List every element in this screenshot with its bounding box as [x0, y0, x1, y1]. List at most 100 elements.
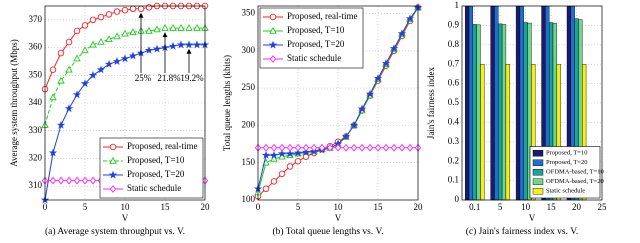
- marker: [49, 93, 57, 101]
- y-tick-label: 350: [29, 69, 43, 79]
- marker: [397, 29, 407, 38]
- marker: [270, 143, 278, 152]
- legend-label: OFDMA-based, T=10: [546, 169, 604, 176]
- marker: [137, 5, 145, 13]
- marker: [104, 59, 114, 68]
- marker: [89, 16, 97, 24]
- y-tick-label: 0.7: [448, 58, 460, 68]
- marker: [277, 149, 287, 158]
- y-tick-label: 310: [29, 180, 43, 190]
- legend-box: [259, 7, 364, 69]
- marker: [56, 120, 66, 129]
- y-tick-label: 0.2: [448, 155, 459, 165]
- y-tick-label: 0.6: [448, 78, 460, 88]
- marker: [326, 143, 334, 152]
- marker: [89, 40, 97, 48]
- marker: [145, 26, 153, 34]
- x-axis-label: V: [335, 213, 342, 223]
- marker: [294, 143, 302, 152]
- marker: [262, 185, 270, 193]
- marker: [382, 143, 390, 152]
- marker: [185, 24, 193, 31]
- x-tick-label: 5: [83, 202, 88, 212]
- marker: [81, 46, 89, 54]
- marker: [88, 70, 98, 79]
- marker: [121, 6, 129, 14]
- marker: [381, 59, 391, 67]
- bar: [480, 63, 485, 201]
- legend-label: Proposed, T=10: [127, 155, 185, 165]
- arrow-head: [162, 32, 168, 38]
- marker: [57, 49, 65, 57]
- marker: [89, 176, 97, 185]
- plot-frame: [461, 5, 603, 201]
- bar: [468, 6, 474, 201]
- x-tick-label: 0: [256, 202, 261, 212]
- bar: [472, 24, 477, 201]
- y-tick-label: 340: [29, 97, 43, 107]
- legend-marker: [268, 40, 278, 49]
- legend-label: Static schedule: [546, 188, 585, 195]
- x-tick-label: 0: [43, 202, 48, 212]
- legend-marker: [269, 55, 277, 63]
- marker: [302, 143, 310, 152]
- annotation: 25%: [135, 73, 152, 83]
- bar: [494, 6, 499, 201]
- marker: [57, 176, 65, 185]
- marker: [349, 121, 359, 129]
- marker: [357, 104, 367, 113]
- legend-marker: [108, 170, 118, 179]
- marker: [153, 25, 161, 33]
- marker: [341, 132, 351, 141]
- marker: [398, 143, 406, 152]
- marker: [73, 176, 81, 185]
- marker: [64, 104, 74, 113]
- legend-marker: [109, 185, 117, 193]
- marker: [81, 176, 89, 185]
- legend-label: Static schedule: [127, 183, 181, 193]
- legend-swatch: [532, 188, 544, 195]
- marker: [144, 45, 154, 54]
- marker: [193, 24, 201, 31]
- x-tick-label: 20: [414, 202, 424, 212]
- marker: [112, 57, 122, 65]
- legend-label: Static schedule: [287, 53, 341, 63]
- legend-label: OFDMA-based, T=20: [546, 178, 604, 185]
- marker: [366, 143, 374, 152]
- marker: [373, 74, 383, 82]
- marker: [65, 65, 73, 73]
- x-tick-label: 15: [547, 202, 557, 212]
- arrow-head: [186, 48, 192, 54]
- y-tick-label: 1: [455, 0, 460, 10]
- marker: [270, 154, 278, 162]
- marker: [152, 44, 162, 53]
- marker: [358, 143, 366, 152]
- annotation: 21.8%: [157, 73, 181, 83]
- y-tick-label: 0.3: [448, 136, 460, 146]
- caption: (b) Total queue lengths vs. V.: [273, 226, 384, 237]
- bar: [515, 5, 521, 201]
- x-tick-label: 10: [334, 202, 344, 212]
- marker: [176, 40, 186, 49]
- y-tick-label: 330: [29, 125, 43, 135]
- legend-swatch: [532, 178, 544, 185]
- y-tick-label: 0.5: [448, 97, 460, 107]
- marker: [406, 143, 414, 152]
- legend-label: Proposed, T=10: [546, 150, 587, 157]
- y-tick-label: 320: [29, 152, 43, 162]
- marker: [113, 8, 121, 15]
- marker: [97, 37, 105, 45]
- x-tick-label: 15: [161, 202, 171, 212]
- legend: Proposed, real-time Proposed, T=10 Propose…: [259, 7, 364, 69]
- y-tick-label: 370: [29, 14, 43, 24]
- y-tick-label: 100: [242, 194, 256, 204]
- legend-label: Proposed, T=20: [127, 169, 185, 179]
- marker: [120, 54, 130, 63]
- marker: [192, 40, 202, 49]
- y-tick-label: 0.9: [448, 19, 460, 29]
- marker: [278, 143, 286, 152]
- marker: [390, 143, 398, 152]
- bar: [501, 24, 507, 201]
- marker: [161, 24, 169, 31]
